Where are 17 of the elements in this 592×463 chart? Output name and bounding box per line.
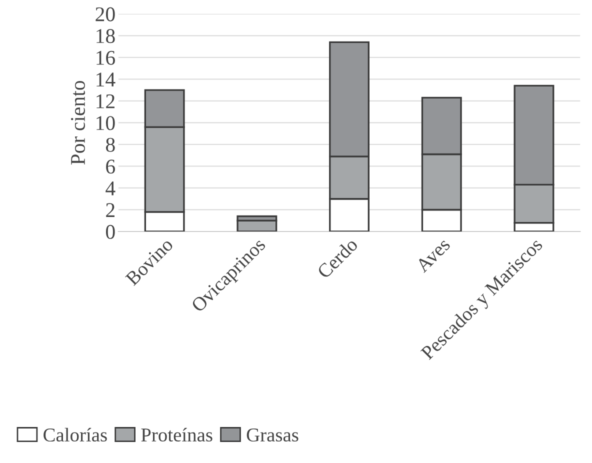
y-tick-label: 14 bbox=[96, 72, 116, 86]
y-tick-label: 18 bbox=[96, 29, 115, 44]
y-tick-label: 6 bbox=[106, 160, 115, 174]
y-tick-label: 10 bbox=[96, 116, 115, 130]
legend-label: Grasas bbox=[246, 428, 298, 442]
bar bbox=[236, 220, 278, 232]
y-tick-label: 16 bbox=[96, 50, 115, 65]
legend-label: Proteínas bbox=[141, 428, 212, 442]
y-tick-label: 12 bbox=[96, 94, 114, 108]
y-axis-title: Por ciento bbox=[71, 80, 85, 165]
y-tick-label: 8 bbox=[106, 138, 115, 152]
y-tick-label: 20 bbox=[96, 7, 115, 22]
x-tick-label: Aves bbox=[414, 237, 451, 274]
legend-label: Calorías bbox=[44, 428, 107, 442]
y-tick-label: 2 bbox=[106, 203, 114, 217]
y-tick-label: 0 bbox=[106, 224, 115, 239]
y-tick-label: 4 bbox=[106, 181, 116, 196]
